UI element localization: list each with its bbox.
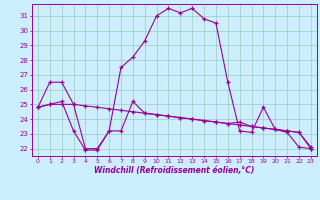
X-axis label: Windchill (Refroidissement éolien,°C): Windchill (Refroidissement éolien,°C) bbox=[94, 166, 255, 175]
